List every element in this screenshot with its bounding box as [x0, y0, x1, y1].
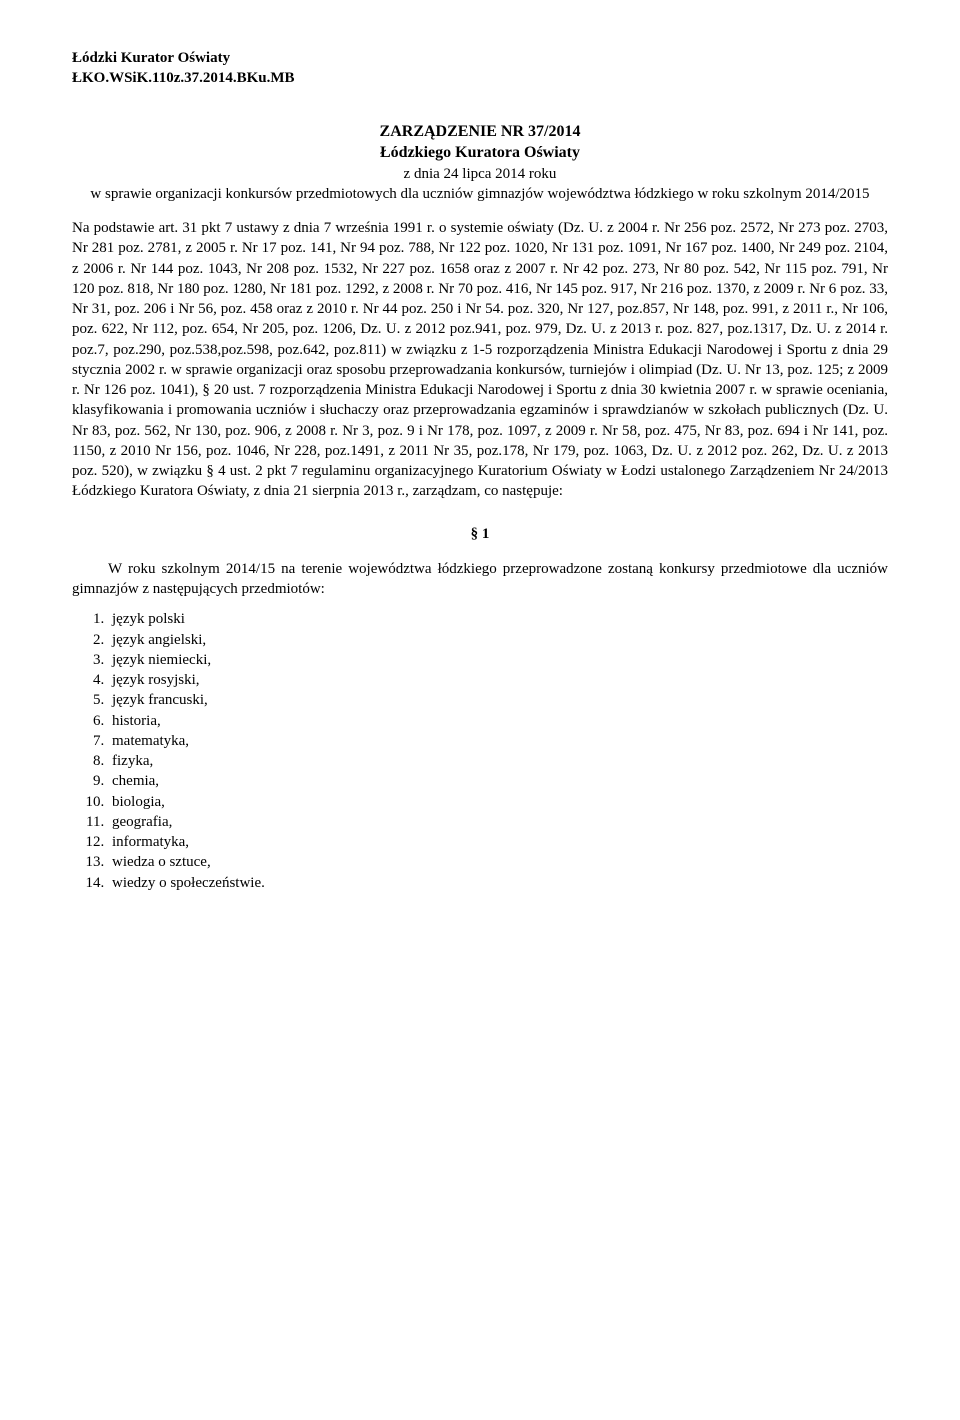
legal-basis-paragraph: Na podstawie art. 31 pkt 7 ustawy z dnia… [72, 218, 888, 502]
title-line-3: z dnia 24 lipca 2014 roku [72, 164, 888, 184]
list-item: informatyka, [108, 832, 888, 852]
list-item: wiedza o sztuce, [108, 852, 888, 872]
list-item: chemia, [108, 771, 888, 791]
list-item: geografia, [108, 812, 888, 832]
list-item: język niemiecki, [108, 650, 888, 670]
list-item: język francuski, [108, 690, 888, 710]
document-ref: ŁKO.WSiK.110z.37.2014.BKu.MB [72, 68, 888, 88]
title-block: ZARZĄDZENIE NR 37/2014 Łódzkiego Kurator… [72, 121, 888, 205]
title-line-2: Łódzkiego Kuratora Oświaty [72, 142, 888, 164]
authority-name: Łódzki Kurator Oświaty [72, 48, 888, 68]
subjects-list: język polski język angielski, język niem… [108, 609, 888, 893]
list-item: język polski [108, 609, 888, 629]
section-1-intro: W roku szkolnym 2014/15 na terenie wojew… [72, 559, 888, 600]
list-item: matematyka, [108, 731, 888, 751]
title-line-4: w sprawie organizacji konkursów przedmio… [72, 184, 888, 204]
title-line-1: ZARZĄDZENIE NR 37/2014 [72, 121, 888, 143]
list-item: wiedzy o społeczeństwie. [108, 873, 888, 893]
list-item: biologia, [108, 792, 888, 812]
section-1-mark: § 1 [72, 524, 888, 544]
list-item: historia, [108, 711, 888, 731]
list-item: język rosyjski, [108, 670, 888, 690]
list-item: język angielski, [108, 630, 888, 650]
list-item: fizyka, [108, 751, 888, 771]
